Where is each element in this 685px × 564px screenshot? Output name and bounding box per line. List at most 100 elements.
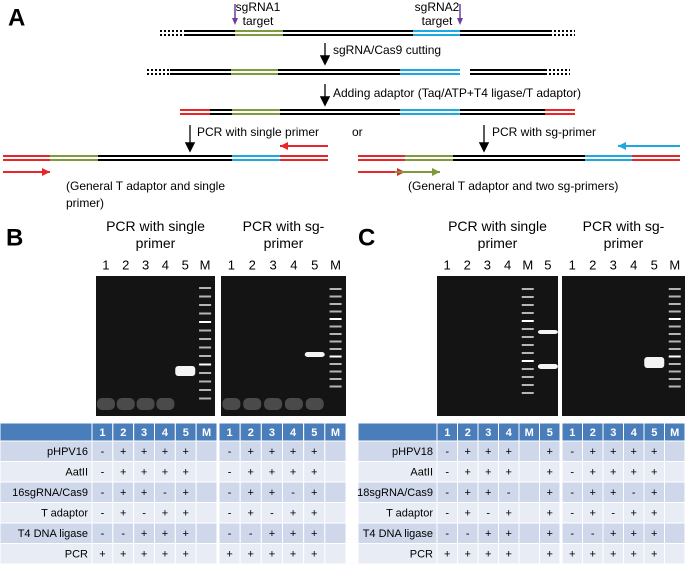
- table-cell-text: -: [249, 528, 253, 540]
- table-cell-text: +: [651, 508, 657, 520]
- ladder-band: [668, 363, 681, 365]
- table-cell-text: +: [485, 528, 491, 540]
- table-cell-text: +: [162, 528, 168, 540]
- table-cell: [195, 502, 218, 524]
- lane-label: 4: [630, 257, 637, 272]
- table-cell-text: +: [547, 487, 553, 499]
- gel-band: [537, 330, 558, 334]
- lane-label: 1: [569, 257, 576, 272]
- column-header: 4: [506, 427, 513, 439]
- ladder-band: [668, 288, 681, 290]
- ladder-band: [199, 389, 212, 391]
- ladder-band: [668, 385, 681, 388]
- table-cell: [324, 543, 347, 564]
- panel-label: B: [6, 224, 23, 251]
- table-cell-text: +: [311, 487, 317, 499]
- table-cell-text: -: [570, 467, 574, 479]
- lane-label: 5: [544, 257, 551, 272]
- row-label: pHPV18: [392, 446, 433, 458]
- table-cell-text: -: [163, 487, 167, 499]
- table-cell-text: +: [248, 549, 254, 561]
- gel-image: [221, 276, 346, 416]
- ladder-band: [329, 363, 342, 365]
- column-header: 3: [610, 427, 616, 439]
- note: (General T adaptor and single primer): [66, 179, 225, 210]
- table-cell-text: -: [445, 446, 449, 458]
- table-cell-text: +: [651, 549, 657, 561]
- panel-label: A: [8, 4, 25, 31]
- column-header: 5: [311, 427, 317, 439]
- ladder-band: [329, 325, 342, 328]
- gel-title: PCR with single primer: [448, 218, 547, 251]
- ladder-band: [199, 380, 212, 383]
- gel-image: [96, 276, 215, 416]
- table-cell-text: +: [631, 508, 637, 520]
- step-label: sgRNA/Cas9 cutting: [333, 43, 441, 57]
- table-cell-text: +: [120, 508, 126, 520]
- ladder-band: [199, 304, 212, 306]
- table-cell-text: +: [290, 528, 296, 540]
- primer-arrow-head: [280, 142, 288, 150]
- gel-band: [175, 366, 196, 376]
- step-label: PCR with single primer: [197, 125, 319, 139]
- column-header: 5: [183, 427, 189, 439]
- table-cell-text: +: [141, 549, 147, 561]
- table-cell-text: +: [651, 487, 657, 499]
- table-cell: [518, 502, 540, 524]
- table-cell-text: +: [506, 528, 512, 540]
- ladder-band: [329, 333, 342, 335]
- lane-label: 4: [290, 257, 297, 272]
- ladder-band: [329, 288, 342, 290]
- gel-band: [644, 357, 665, 368]
- gel-smudge: [116, 398, 135, 410]
- row-label: AatII: [65, 467, 88, 479]
- gel-title: PCR with sg-primer: [242, 218, 325, 251]
- table-cell-text: +: [141, 487, 147, 499]
- row-label: 18sgRNA/Cas9: [357, 487, 433, 499]
- ladder-band: [668, 295, 681, 298]
- table-cell: [324, 522, 347, 544]
- ladder-band: [329, 340, 342, 343]
- table-cell-text: +: [141, 528, 147, 540]
- lane-label: 4: [504, 257, 511, 272]
- table-cell-text: +: [610, 549, 616, 561]
- table-cell-text: +: [162, 549, 168, 561]
- table-cell: [518, 440, 540, 462]
- table-cell-text: +: [465, 446, 471, 458]
- table-cell-text: -: [121, 528, 125, 540]
- table-cell: [518, 481, 540, 503]
- ladder-band: [199, 295, 212, 298]
- table-cell-text: +: [506, 508, 512, 520]
- gel-image: [562, 276, 685, 416]
- table-cell-text: -: [101, 467, 105, 479]
- column-header: 5: [651, 427, 657, 439]
- table-cell-text: -: [291, 487, 295, 499]
- table-cell-text: +: [311, 467, 317, 479]
- gel-smudge: [136, 398, 155, 410]
- ladder-band: [199, 312, 212, 315]
- lane-label: M: [200, 257, 211, 272]
- table-cell-text: -: [570, 508, 574, 520]
- or-label: or: [352, 125, 363, 139]
- ladder-band: [199, 363, 212, 366]
- table-cell-text: +: [162, 446, 168, 458]
- lane-label: M: [330, 257, 341, 272]
- lane-label: 3: [269, 257, 276, 272]
- table-cell-text: -: [570, 487, 574, 499]
- table-cell-text: -: [142, 508, 146, 520]
- table-cell-text: +: [547, 446, 553, 458]
- column-header: 1: [227, 427, 233, 439]
- ladder-band: [199, 329, 212, 332]
- ladder-band: [668, 325, 681, 328]
- table-cell-text: +: [590, 549, 596, 561]
- table-cell: [664, 543, 685, 564]
- table-cell-text: +: [183, 446, 189, 458]
- table-cell-text: -: [101, 508, 105, 520]
- table-cell: [518, 461, 540, 483]
- table-cell-text: +: [120, 467, 126, 479]
- table-cell-text: -: [445, 467, 449, 479]
- lane-label: 4: [162, 257, 169, 272]
- table-cell-text: -: [445, 487, 449, 499]
